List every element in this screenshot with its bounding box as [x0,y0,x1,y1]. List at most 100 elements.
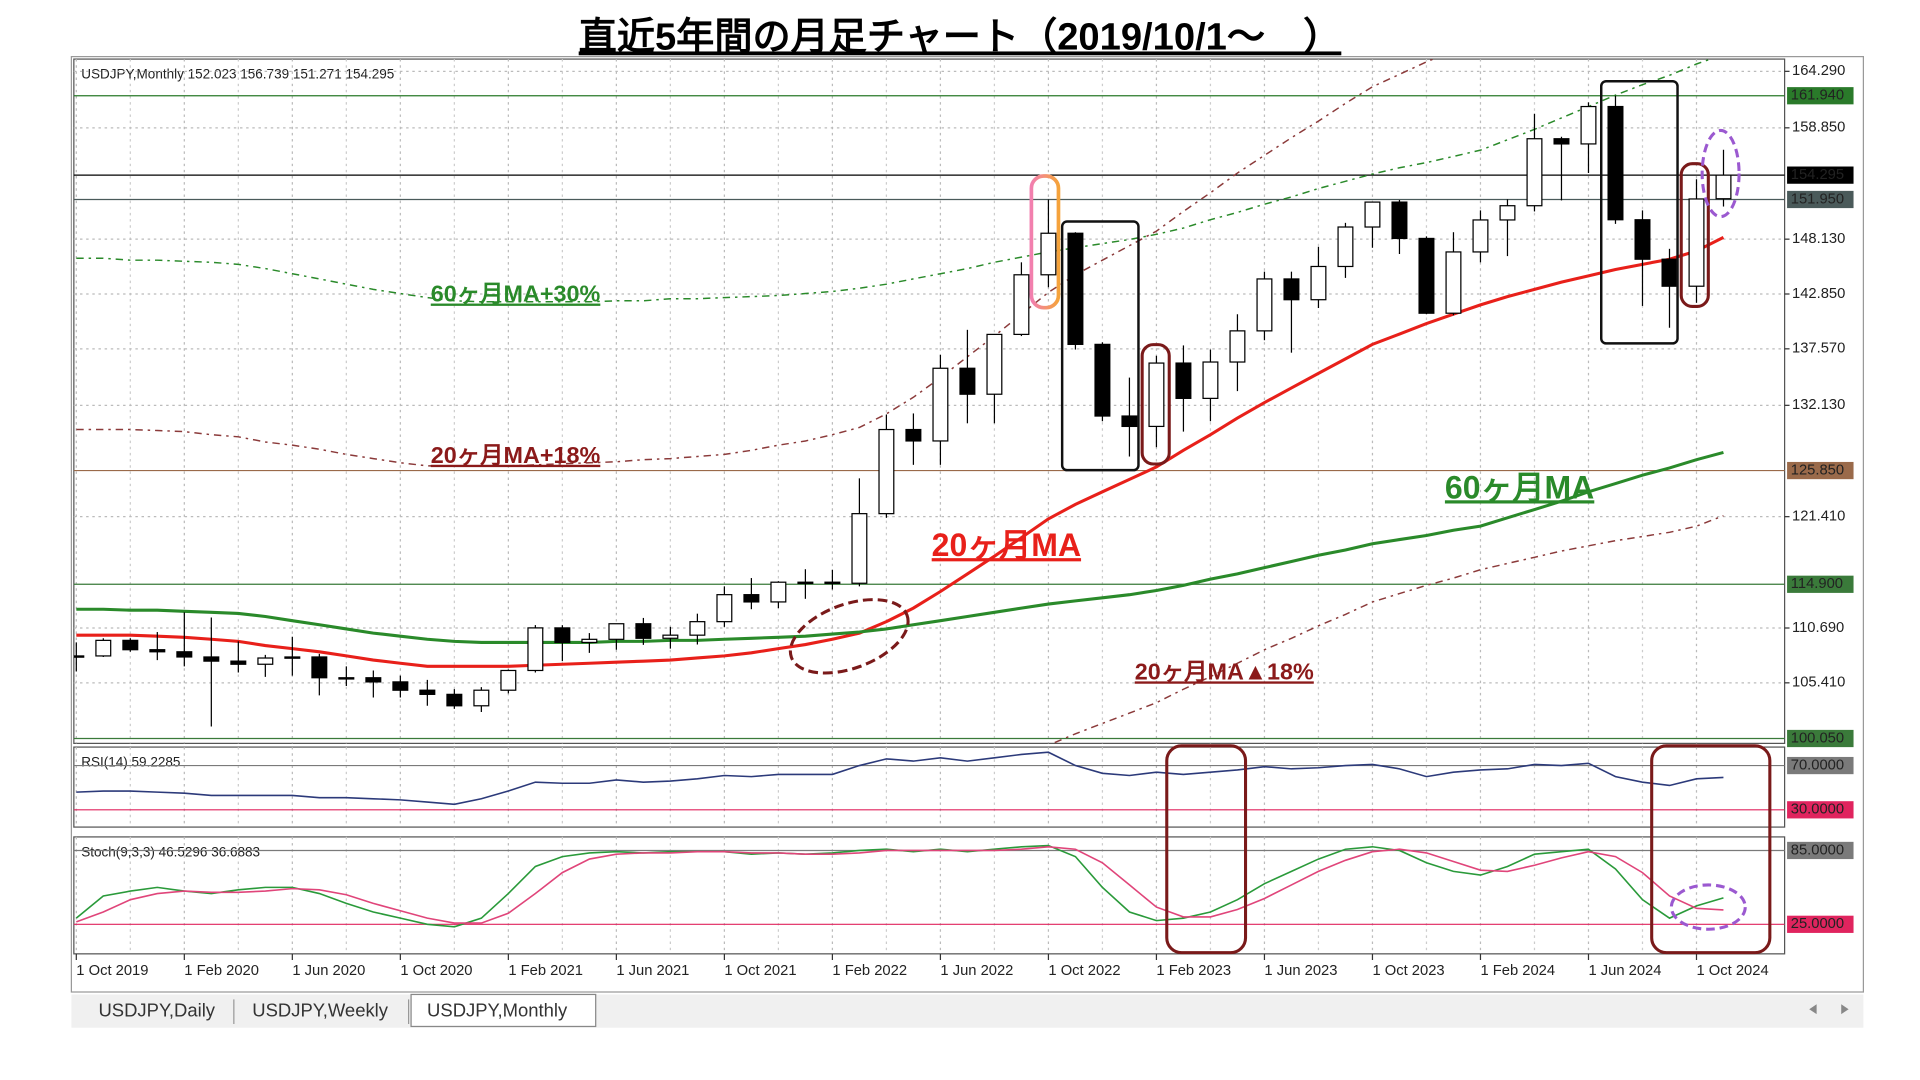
highlight-box [1060,220,1140,472]
tab[interactable]: USDJPY,Monthly [427,1000,568,1021]
candle-body [986,333,1003,395]
candle-body [905,428,922,442]
scroll-left[interactable] [1809,1004,1817,1015]
candle-body [1364,201,1381,228]
candle-body [743,594,760,603]
y-tick-label: 132.130 [1792,397,1845,413]
panel-header: USDJPY,Monthly 152.023 156.739 151.271 1… [81,67,394,82]
x-tick-label: 1 Oct 2021 [724,963,796,979]
x-tick-label: 1 Feb 2021 [508,963,583,979]
price-label: 151.950 [1791,191,1844,207]
highlight-ellipse [1669,883,1747,931]
highlight-box [1029,174,1061,310]
candle-body [797,581,814,585]
series-label: 60ヶ月MA [1445,469,1594,505]
price-label-box [1787,575,1854,593]
candle-body [959,367,976,395]
panel-header: RSI(14) 59.2285 [81,755,180,770]
candle-body [527,627,544,672]
y-tick-label: 85.0000 [1791,842,1844,858]
y-tick-label: 30.0000 [1791,802,1844,818]
indicator-line [76,59,1436,467]
main-panel [73,58,1786,744]
candle-body [1229,330,1246,363]
price-label: 114.900 [1791,576,1843,592]
x-tick-label: 1 Jun 2023 [1264,963,1337,979]
price-label-box [1787,190,1854,209]
chart-window [70,56,1864,993]
level-label-box [1787,841,1854,860]
candle-body [1418,237,1435,314]
highlight-box [1679,162,1710,308]
candle-body [473,689,490,707]
candle-body [230,660,247,665]
series-label: 20ヶ月MA+18% [431,442,601,468]
candle-body [284,656,301,659]
x-tick-label: 1 Oct 2023 [1372,963,1444,979]
tab-bar [71,994,1864,1028]
candle-body [878,428,895,515]
y-tick-label: 105.410 [1792,675,1845,691]
candle-body [932,367,949,442]
x-tick-label: 1 Oct 2019 [76,963,148,979]
indicator-line [76,751,1724,806]
candle-body [581,638,598,644]
candle-body [1013,274,1030,336]
candle-body [1148,362,1165,428]
x-tick-label: 1 Jun 2020 [292,963,365,979]
series-label: 60ヶ月MA+30% [431,281,601,307]
page-title: 直近5年間の月足チャート（2019/10/1～ ） [579,15,1342,58]
scroll-right[interactable] [1841,1004,1849,1015]
price-label: 125.850 [1791,462,1844,478]
candle-body [824,581,841,585]
highlight-box [1650,744,1772,955]
candle-body [770,581,787,603]
tab[interactable]: USDJPY,Weekly [252,1000,388,1021]
x-tick-label: 1 Jun 2024 [1588,963,1661,979]
candle-body [149,649,166,653]
x-tick-label: 1 Oct 2022 [1048,963,1120,979]
y-tick-label: 142.850 [1792,286,1845,302]
x-tick-label: 1 Oct 2020 [400,963,472,979]
y-tick-label: 164.290 [1792,63,1845,79]
candle-body [95,639,112,657]
indicator-line [76,450,1724,644]
series-label: 20ヶ月MA [932,527,1081,563]
indicator-line [76,845,1724,924]
candle-body [1337,226,1354,268]
candle-body [73,655,85,658]
x-tick-label: 1 Oct 2024 [1696,963,1768,979]
level-label-box [1787,801,1854,819]
y-tick-label: 110.690 [1792,620,1844,636]
candle-body [176,651,193,658]
candle-body [500,669,517,691]
candle-body [1526,138,1543,207]
x-tick-label: 1 Feb 2023 [1156,963,1231,979]
highlights [788,80,1772,955]
level-label-box [1787,756,1854,775]
tab[interactable]: USDJPY,Daily [98,1000,215,1021]
candle-body [203,656,220,662]
candle-body [1256,278,1273,332]
candle-body [1580,105,1597,145]
y-tick-label: 121.410 [1792,509,1845,525]
candle-body [365,677,382,683]
candle-body [1094,343,1111,417]
x-tick-label: 1 Feb 2020 [184,963,259,979]
y-tick-label: 148.130 [1792,231,1845,247]
panel-header: Stoch(9,3,3) 46.5296 36.6883 [81,845,260,860]
level-label-box [1787,915,1854,933]
candle-body [446,693,463,707]
candle-body [1634,219,1651,260]
candle-body [392,681,409,691]
candle-body [662,634,679,639]
candle-body [608,623,625,640]
candle-body [1310,265,1327,301]
indicator-line [1050,515,1724,744]
highlight-ellipse [788,598,910,675]
candle-body [1175,362,1192,399]
candle-body [1715,174,1732,200]
active-tab[interactable] [410,993,597,1028]
x-tick-label: 1 Jun 2021 [616,963,689,979]
